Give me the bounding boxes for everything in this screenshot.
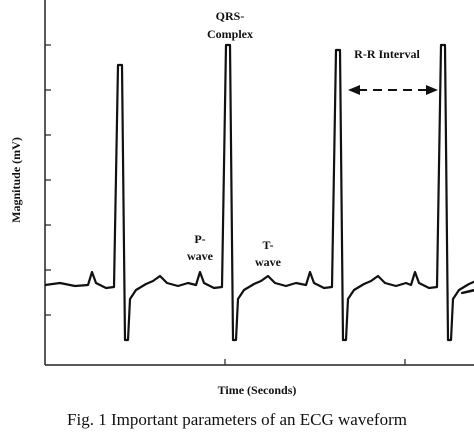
ticks	[45, 44, 406, 365]
annotation: wave	[255, 255, 282, 269]
caption: Fig. 1 Important parameters of an ECG wa…	[67, 410, 407, 429]
annotation: Complex	[207, 27, 253, 41]
annotation: R-R Interval	[354, 47, 420, 61]
ecg-waveform	[44, 43, 474, 342]
x-axis-label: Time (Seconds)	[218, 383, 297, 397]
arrow-head	[348, 85, 360, 95]
annotation: wave	[187, 249, 214, 263]
y-axis-label: Magnitude (mV)	[9, 137, 23, 223]
annotation: QRS-	[216, 9, 245, 23]
annotation: P-	[194, 232, 205, 246]
rr-arrow	[348, 85, 438, 95]
arrow-head	[426, 85, 438, 95]
annotation: T-	[263, 238, 274, 252]
axes	[44, 0, 474, 366]
